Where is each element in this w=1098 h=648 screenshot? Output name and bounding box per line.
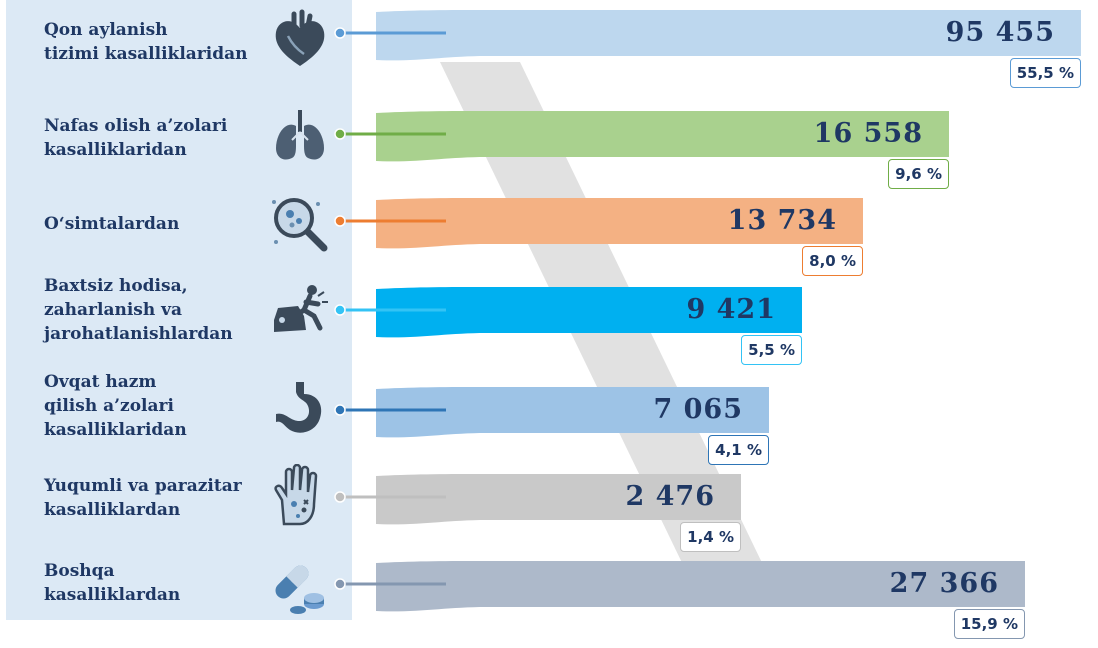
value-label-4: 7 065 (653, 394, 743, 425)
value-label-3: 9 421 (686, 294, 776, 325)
category-label-0: Qon aylanish tizimi kasalliklaridan (44, 20, 248, 64)
lungs-icon (268, 104, 332, 168)
connector-dot-3 (334, 304, 346, 316)
connector-dot-0 (334, 27, 346, 39)
category-label-6: Boshqa kasalliklardan (44, 561, 181, 605)
stomach-icon (268, 378, 332, 442)
category-label-4: Ovqat hazm qilish a’zolari kasalliklarid… (44, 372, 187, 440)
percent-badge-4: 4,1 % (708, 435, 769, 465)
heart-icon (268, 8, 332, 72)
connector-dot-2 (334, 215, 346, 227)
car-accident-icon (268, 280, 332, 344)
category-label-3: Baxtsiz hodisa, zaharlanish va jarohatla… (44, 276, 233, 344)
pills-icon (268, 552, 332, 616)
category-label-2: O‘simtalardan (44, 214, 180, 234)
percent-badge-1: 9,6 % (888, 159, 949, 189)
percent-badge-6: 15,9 % (953, 609, 1025, 639)
bar-5 (376, 474, 741, 525)
connector-dot-4 (334, 404, 346, 416)
connector-dot-5 (334, 491, 346, 503)
connector-dot-6 (334, 578, 346, 590)
value-label-6: 27 366 (889, 568, 999, 599)
value-label-5: 2 476 (625, 481, 715, 512)
value-label-2: 13 734 (727, 205, 837, 236)
percent-badge-5: 1,4 % (680, 522, 741, 552)
percent-badge-0: 55,5 % (1009, 58, 1081, 88)
connector-dot-1 (334, 128, 346, 140)
percent-badge-3: 5,5 % (741, 335, 802, 365)
value-label-1: 16 558 (813, 118, 923, 149)
bar-4 (376, 387, 769, 438)
bar-0 (376, 10, 1081, 61)
bar-3 (376, 287, 802, 338)
hand-germs-icon (268, 463, 332, 528)
category-label-1: Nafas olish a’zolari kasalliklaridan (44, 116, 228, 160)
bar-1 (376, 111, 949, 162)
category-label-5: Yuqumli va parazitar kasalliklardan (44, 476, 242, 520)
percent-badge-2: 8,0 % (802, 246, 863, 276)
value-label-0: 95 455 (945, 17, 1055, 48)
bar-6 (376, 561, 1025, 612)
microscope-icon (268, 192, 332, 256)
bar-2 (376, 198, 863, 249)
